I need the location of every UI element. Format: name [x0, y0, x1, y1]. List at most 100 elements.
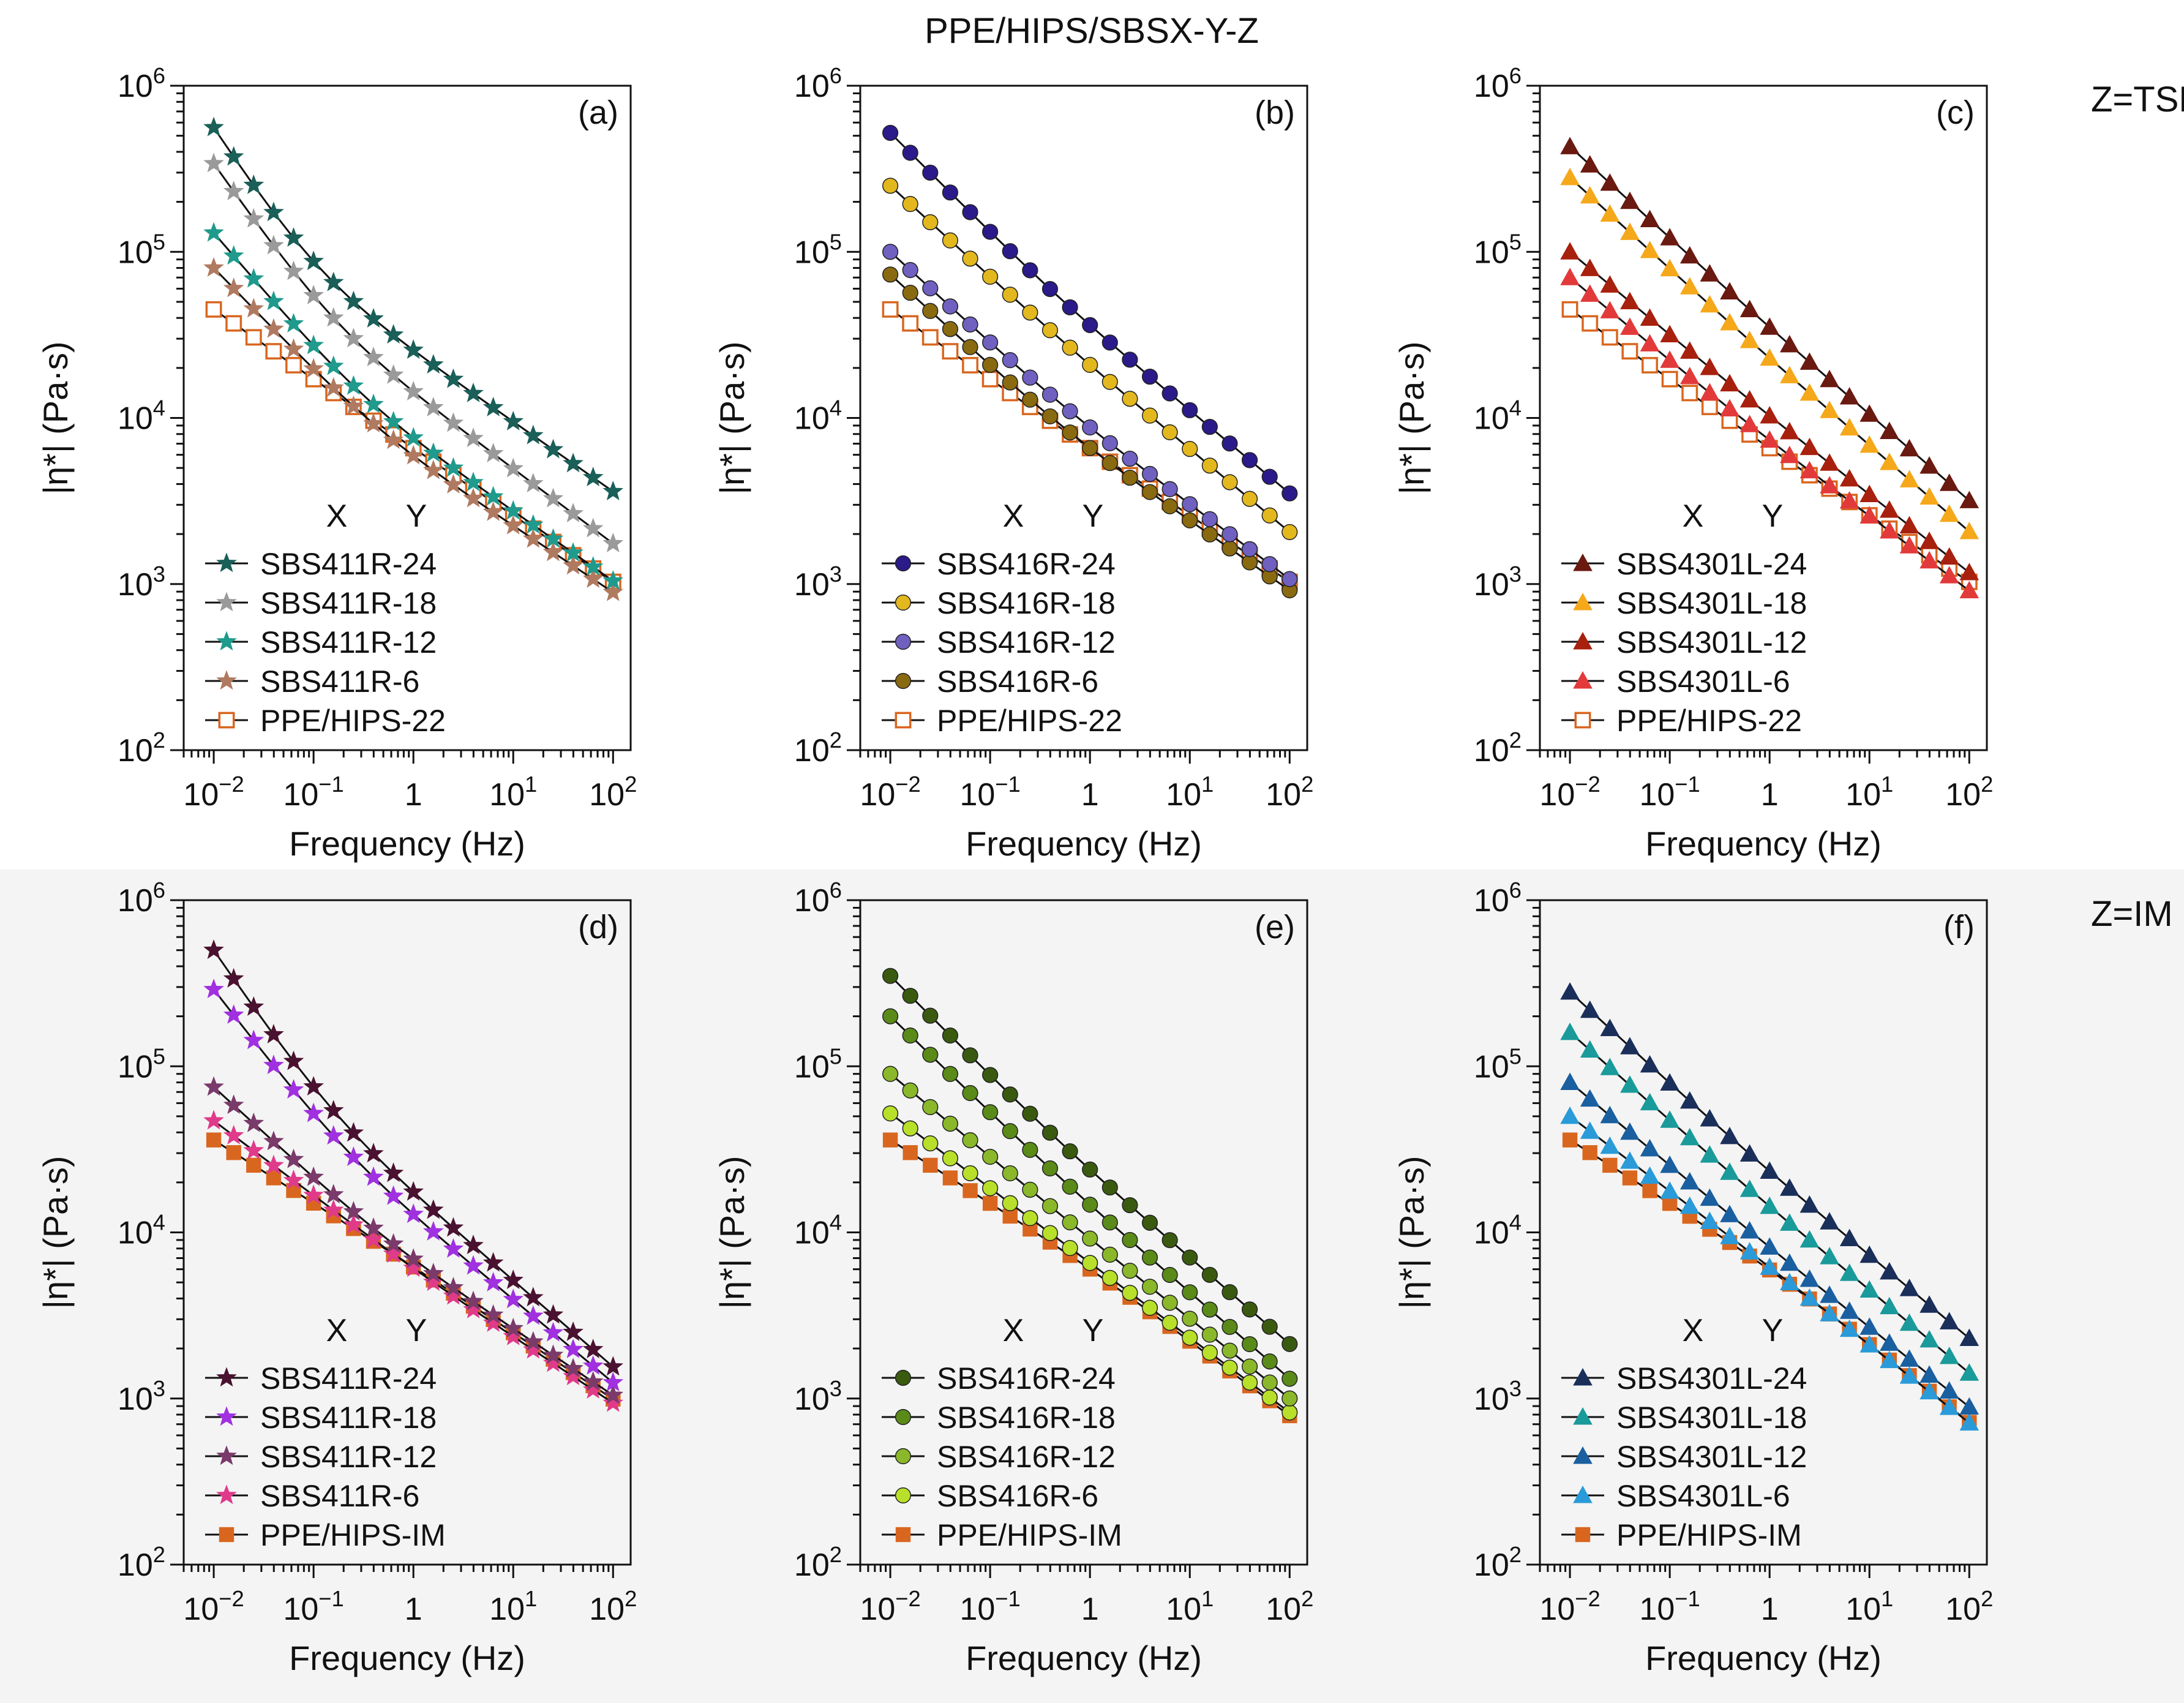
- data-point: [1041, 1225, 1059, 1241]
- data-point: [223, 1094, 244, 1115]
- data-point: [1022, 1141, 1038, 1158]
- data-point: [443, 412, 464, 432]
- data-point: [403, 1203, 424, 1224]
- y-axis-label: |η*| (Pa·s): [713, 1156, 751, 1309]
- data-point: [383, 1233, 404, 1253]
- data-point: [1161, 1314, 1178, 1331]
- data-point: [1282, 1390, 1298, 1407]
- data-point: [1101, 455, 1118, 472]
- legend-marker: [895, 1448, 912, 1465]
- y-tick-label: 104: [1474, 396, 1522, 437]
- data-point: [1739, 299, 1760, 317]
- data-point: [1620, 317, 1640, 335]
- data-point: [1899, 536, 1919, 554]
- legend-marker: [895, 594, 912, 611]
- data-point: [1660, 228, 1679, 246]
- series-group: [1560, 982, 1979, 1346]
- data-point: [962, 316, 978, 333]
- legend-label: SBS4301L-6: [1616, 664, 1790, 699]
- data-point: [1720, 1126, 1739, 1145]
- data-point: [921, 329, 939, 346]
- data-point: [602, 581, 624, 601]
- data-point: [1101, 1269, 1118, 1286]
- data-point: [422, 1220, 444, 1241]
- series-group: [203, 222, 624, 590]
- legend-label: SBS416R-12: [937, 1440, 1116, 1474]
- data-point: [363, 393, 384, 413]
- data-point: [1141, 407, 1158, 424]
- panel-label: (e): [1255, 909, 1295, 945]
- data-point: [403, 445, 424, 465]
- data-point: [1859, 1280, 1880, 1298]
- data-point: [1700, 295, 1720, 313]
- data-point: [1700, 1188, 1720, 1206]
- data-point: [422, 396, 444, 416]
- data-point: [1002, 1195, 1018, 1211]
- data-point: [1600, 301, 1620, 318]
- y-tick-label: 106: [794, 63, 842, 104]
- data-point: [1899, 1349, 1919, 1367]
- data-point: [523, 528, 544, 548]
- legend-label: PPE/HIPS-IM: [937, 1518, 1122, 1552]
- data-point: [1161, 385, 1178, 402]
- data-point: [1082, 1197, 1098, 1213]
- series-group: [882, 244, 1298, 587]
- panel-label: (d): [578, 909, 618, 945]
- data-point: [1580, 1121, 1600, 1139]
- data-point: [962, 1047, 978, 1064]
- data-point: [523, 1287, 544, 1307]
- data-point: [303, 1076, 324, 1096]
- data-point: [1780, 1253, 1799, 1271]
- legend-marker: [895, 555, 912, 572]
- data-point: [482, 486, 504, 506]
- y-tick-label: 102: [118, 727, 165, 769]
- data-point: [962, 250, 978, 267]
- series-group: [882, 124, 1298, 502]
- data-point: [1919, 487, 1939, 505]
- data-point: [1201, 1301, 1218, 1318]
- series-group: [203, 1076, 624, 1404]
- data-point: [1022, 391, 1038, 408]
- data-point: [1161, 498, 1178, 514]
- data-point: [1022, 1105, 1038, 1122]
- data-point: [1560, 1072, 1580, 1090]
- data-point: [1002, 1123, 1018, 1140]
- data-point: [1580, 258, 1600, 276]
- legend-label: SBS416R-24: [937, 1361, 1116, 1396]
- data-point: [1621, 343, 1638, 360]
- data-point: [1261, 468, 1278, 485]
- data-point: [1261, 556, 1278, 573]
- data-point: [922, 1047, 939, 1063]
- legend-label: PPE/HIPS-22: [937, 704, 1122, 738]
- data-point: [226, 1145, 241, 1160]
- data-point: [1661, 370, 1678, 388]
- data-point: [243, 1140, 265, 1160]
- legend-marker: [895, 1369, 912, 1386]
- data-point: [1799, 383, 1820, 401]
- legend-header-x: X: [1683, 1313, 1704, 1348]
- data-point: [1880, 521, 1899, 539]
- data-point: [902, 1082, 918, 1099]
- data-point: [1041, 1198, 1059, 1214]
- data-point: [503, 500, 524, 520]
- data-point: [1161, 424, 1178, 441]
- data-point: [1600, 1058, 1620, 1075]
- chart-panel: 10−2 10−1 1 101 102 102 103 104 105 106 Frequency …: [1392, 878, 1993, 1677]
- data-point: [1141, 1299, 1158, 1316]
- data-point: [503, 410, 524, 430]
- data-point: [422, 354, 444, 374]
- data-point: [243, 174, 265, 194]
- data-point: [1880, 500, 1899, 518]
- legend-label: PPE/HIPS-IM: [1616, 1518, 1802, 1552]
- legend-label: SBS416R-24: [937, 547, 1116, 581]
- data-point: [1622, 1170, 1638, 1186]
- data-point: [1082, 356, 1098, 373]
- data-point: [443, 1277, 464, 1297]
- data-point: [1679, 277, 1700, 295]
- y-tick-label: 106: [118, 878, 165, 919]
- y-tick-label: 106: [1474, 878, 1522, 919]
- legend-label: SBS416R-12: [937, 625, 1116, 660]
- data-point: [225, 315, 242, 332]
- data-point: [503, 1317, 524, 1337]
- data-point: [1161, 1295, 1178, 1311]
